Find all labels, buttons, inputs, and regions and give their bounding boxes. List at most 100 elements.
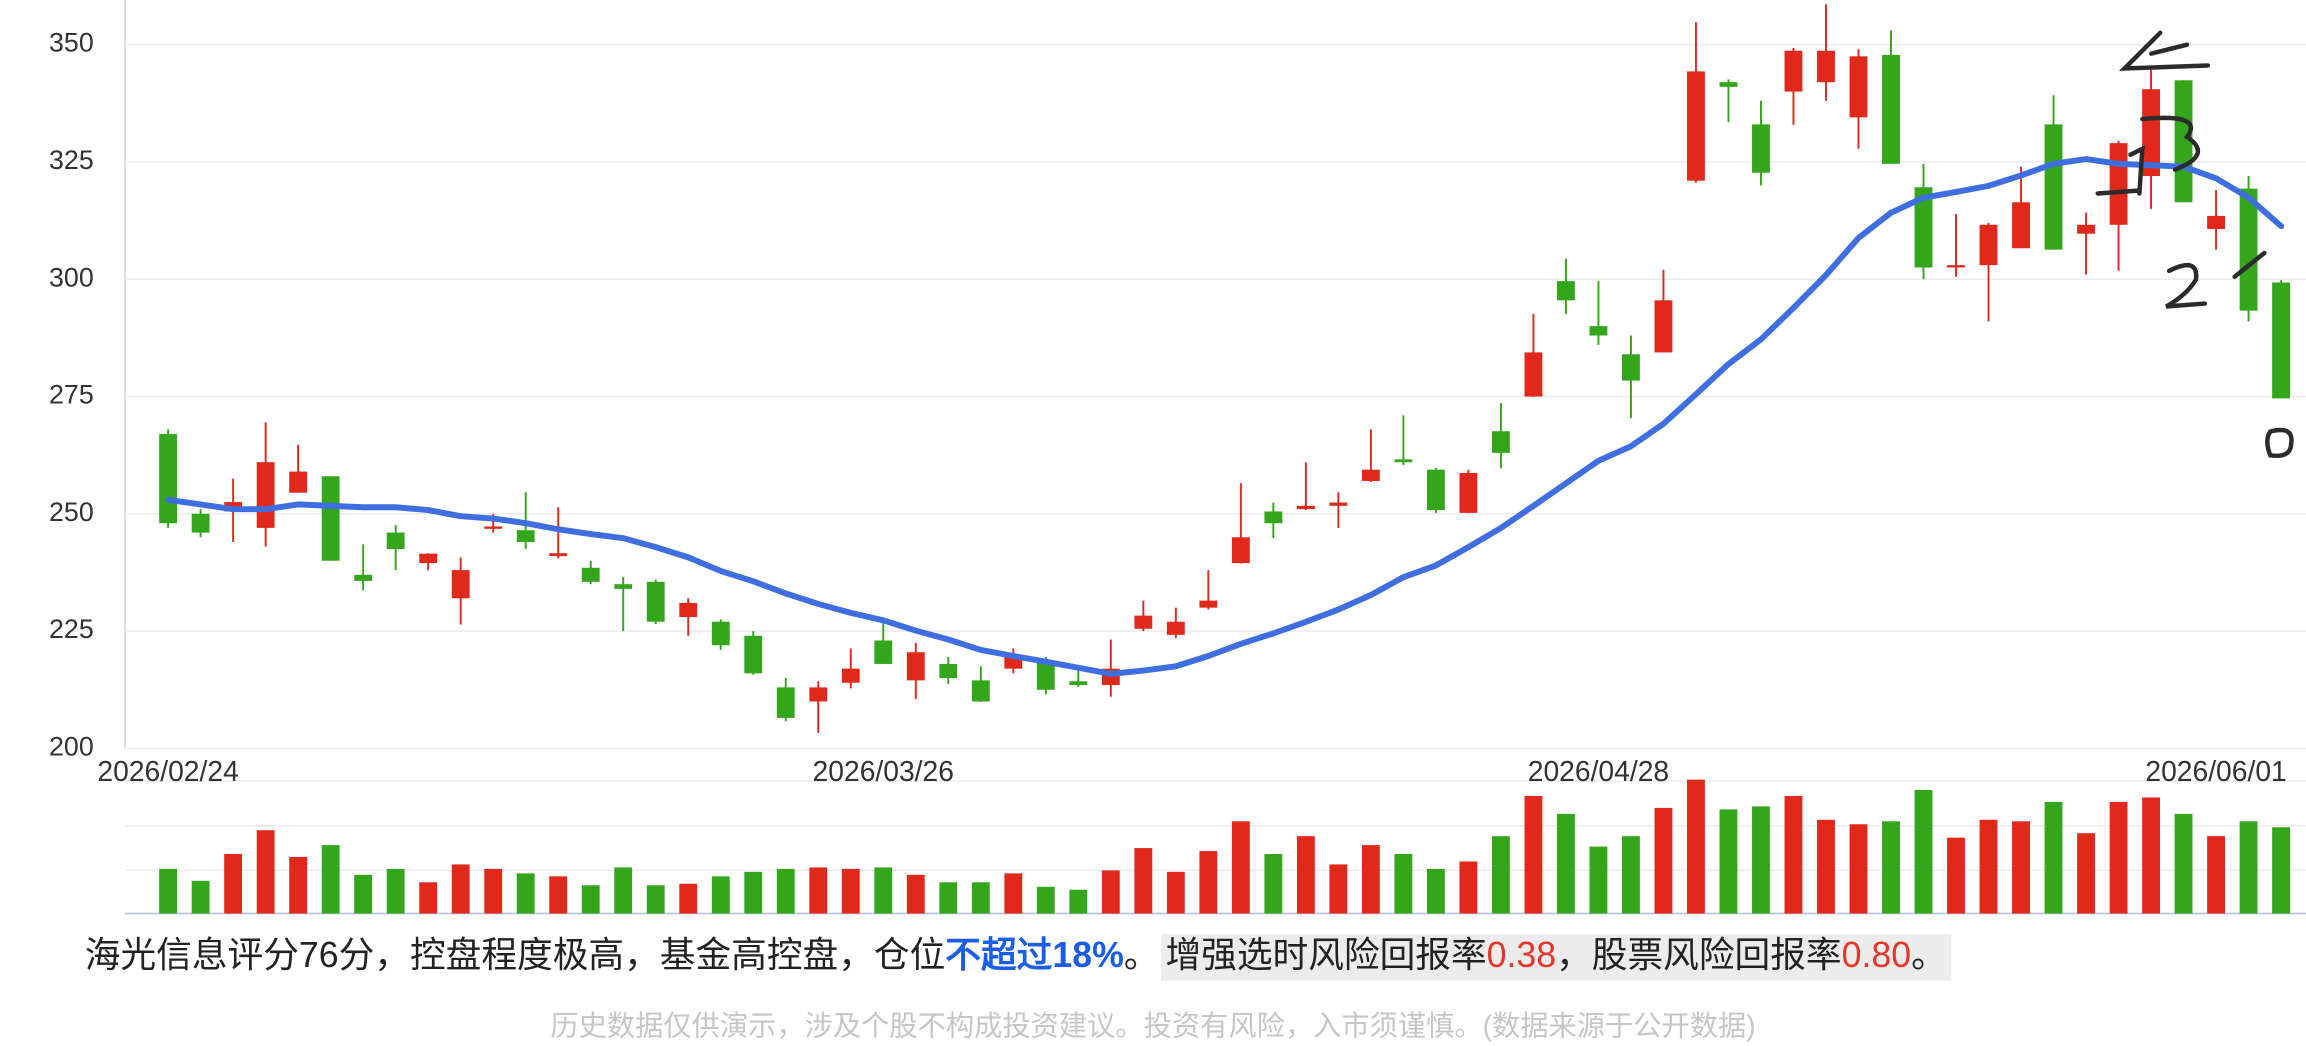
candle-body (1296, 505, 1315, 510)
candle-body (646, 581, 665, 622)
y-tick-label: 350 (49, 28, 94, 58)
candle-body (1752, 124, 1770, 173)
x-tick-label: 2026/04/28 (1528, 755, 1669, 787)
volume-bar (2077, 833, 2095, 914)
candle-body (451, 570, 470, 599)
volume-bar (1719, 809, 1738, 914)
candle-body (419, 553, 438, 564)
volume-bar (1491, 836, 1510, 914)
candle-body (776, 687, 795, 718)
volume-bar (809, 867, 828, 914)
candle-body (2044, 124, 2063, 250)
volume-bar (451, 864, 470, 914)
volume-bar (971, 882, 990, 914)
disclaimer: 历史数据仅供演示，涉及个股不构成投资建议。投资有风险，入市须谨慎。(数据来源于公… (550, 1010, 1755, 1042)
y-tick-label: 275 (49, 380, 94, 410)
volume-bar (1524, 796, 1543, 914)
volume-bar (2012, 821, 2030, 914)
highlight-part: 增强选时风险回报率 (1165, 936, 1486, 976)
candle-body (2109, 143, 2128, 225)
volume-bar (2044, 801, 2063, 914)
candle-body (1426, 469, 1445, 511)
candle-body (1524, 352, 1543, 397)
volume-bar (2272, 827, 2291, 914)
handwritten-annotations (2095, 30, 2294, 459)
candle-body (744, 635, 763, 674)
candle-body (971, 680, 990, 702)
summary-part: 。 (1124, 936, 1160, 976)
volume-bar (744, 871, 763, 914)
volume-bar (1361, 845, 1380, 914)
volume-bar (939, 882, 958, 914)
candle-body (1979, 224, 1998, 266)
volume-bar (549, 876, 568, 914)
volume-bar (1036, 886, 1055, 914)
summary-text: 海光信息评分76分，控盘程度极高，基金高控盘，仓位不超过18%。 (85, 936, 1160, 976)
highlight-background (1160, 934, 1952, 981)
volume-bar (289, 856, 308, 914)
y-tick-label: 300 (49, 262, 94, 292)
scribble (2165, 250, 2267, 309)
volume-bar (484, 868, 503, 914)
candle-body (1491, 431, 1510, 453)
volume-bar (1817, 819, 1835, 914)
candle-body (1784, 50, 1803, 92)
volume-bar (1979, 819, 1998, 914)
volume-bar (1004, 873, 1023, 914)
volume-bar (1687, 779, 1705, 914)
candle-body (1036, 661, 1055, 690)
volume-bar (1556, 813, 1575, 914)
candle-body (2142, 89, 2160, 176)
candle-body (2012, 202, 2030, 249)
volume-bar (1394, 854, 1413, 914)
candle-body (874, 640, 893, 664)
candle-body (256, 462, 275, 528)
volume-bar (679, 883, 698, 914)
volume-bar (191, 880, 210, 914)
volume-bar (1849, 824, 1868, 914)
volume-bar (1947, 837, 1965, 914)
candle-body (1817, 50, 1835, 83)
volume-bar (1069, 889, 1088, 914)
volume-bar (1882, 821, 1900, 914)
candle-body (1914, 187, 1933, 268)
volume-bar (581, 885, 600, 914)
y-tick-label: 225 (49, 614, 94, 644)
candle-body (581, 567, 600, 582)
scribble (2265, 427, 2294, 459)
candle-body (614, 584, 633, 589)
candle-body (321, 476, 340, 561)
volume-bar (711, 876, 730, 914)
candle-body (1654, 300, 1673, 353)
candle-body (2174, 80, 2193, 203)
volume-bar (1329, 864, 1348, 914)
candle-body (1231, 537, 1250, 564)
y-tick-label: 250 (49, 497, 94, 527)
moving-average-line (165, 156, 2285, 677)
volume-bar (646, 885, 665, 914)
candle-body (2272, 282, 2291, 399)
volume-bar (1654, 807, 1673, 914)
candle-body (2207, 215, 2225, 230)
candle-body (159, 434, 178, 524)
volume-bar (1752, 806, 1770, 914)
y-tick-label: 200 (49, 731, 94, 761)
candle-body (1134, 615, 1153, 629)
volume-bar (841, 868, 860, 914)
volume-bar (1426, 868, 1445, 914)
candle-body (1719, 82, 1738, 87)
volume-bar (2239, 821, 2258, 914)
candle-body (2239, 188, 2258, 311)
y-tick-label: 325 (49, 145, 94, 175)
candle-body (354, 574, 373, 581)
candle-body (841, 668, 860, 683)
candle-body (484, 526, 503, 529)
candle-body (1556, 281, 1575, 301)
volume-bar (1264, 854, 1283, 914)
highlight-text: 增强选时风险回报率0.38，股票风险回报率0.80。 (1165, 936, 1946, 976)
summary-part: 海光信息评分76分，控盘程度极高，基金高控盘，仓位 (85, 936, 946, 976)
candle-body (1589, 326, 1608, 336)
highlight-part: ，股票风险回报率 (1556, 936, 1841, 976)
candle-body (1947, 265, 1965, 268)
